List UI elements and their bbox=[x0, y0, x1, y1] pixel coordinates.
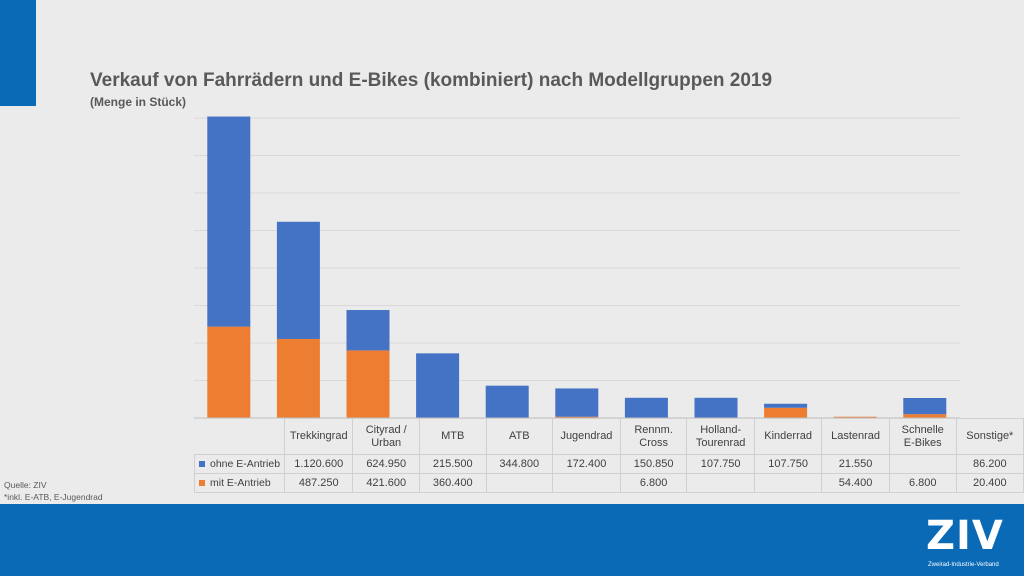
bar-mit-10 bbox=[903, 414, 947, 418]
category-label-line: E-Bikes bbox=[903, 436, 942, 449]
legend-label-mit: mit E-Antrieb bbox=[210, 477, 271, 489]
category-label-line: Kinderrad bbox=[764, 430, 812, 442]
value-ohne: 21.550 bbox=[821, 454, 890, 474]
value-mit: 6.800 bbox=[888, 473, 957, 493]
bar-ohne-4 bbox=[485, 385, 529, 418]
category-label-line: Tourenrad bbox=[695, 436, 746, 449]
bar-mit-1 bbox=[276, 338, 320, 418]
value-mit bbox=[686, 473, 755, 493]
category-label-line: ATB bbox=[508, 430, 530, 442]
table-corner bbox=[194, 418, 286, 455]
category-label-line: Rennm. bbox=[634, 423, 673, 436]
bar-ohne-10 bbox=[903, 398, 947, 415]
category-label: Lastenrad bbox=[821, 418, 890, 455]
category-label-line: Jugendrad bbox=[560, 430, 613, 442]
category-label: Schnelle E-Bikes bbox=[888, 418, 957, 455]
legend-swatch-ohne bbox=[199, 461, 205, 468]
value-ohne: 107.750 bbox=[753, 454, 823, 474]
legend-swatch-mit bbox=[199, 480, 205, 487]
category-label-line: Holland- bbox=[700, 423, 742, 436]
category-label: Cityrad / Urban bbox=[352, 418, 420, 455]
category-row: Trekkingrad Cityrad / Urban MTB ATB Jugendrad… bbox=[194, 418, 1024, 455]
series-row-ohne: ohne E-Antrieb 1.120.600 624.950 215.500 34… bbox=[193, 454, 1024, 474]
bar-ohne-8 bbox=[764, 403, 808, 408]
value-mit: 487.250 bbox=[284, 473, 354, 493]
legend-ohne: ohne E-Antrieb bbox=[193, 454, 286, 474]
source-note: Quelle: ZIV bbox=[4, 480, 47, 490]
corner-accent bbox=[0, 0, 36, 106]
category-label: ATB bbox=[485, 418, 554, 455]
category-label-line: Sonstige* bbox=[966, 430, 1014, 442]
value-mit: 54.400 bbox=[821, 473, 890, 493]
value-mit bbox=[753, 473, 823, 493]
category-label: Sonstige* bbox=[955, 418, 1024, 455]
data-table: Trekkingrad Cityrad / Urban MTB ATB Jugendrad… bbox=[193, 418, 1024, 493]
value-ohne: 86.200 bbox=[955, 454, 1024, 474]
bar-ohne-0 bbox=[207, 116, 251, 327]
chart-subtitle: (Menge in Stück) bbox=[90, 95, 187, 109]
bar-ohne-1 bbox=[276, 221, 320, 339]
value-mit: 6.800 bbox=[619, 473, 688, 493]
value-ohne: 107.750 bbox=[686, 454, 755, 474]
legend-label-ohne: ohne E-Antrieb bbox=[210, 458, 281, 470]
legend-mit: mit E-Antrieb bbox=[193, 473, 286, 493]
bar-mit-0 bbox=[207, 326, 251, 418]
footnote: *inkl. E-ATB, E-Jugendrad bbox=[4, 492, 103, 502]
category-label-line: Cross bbox=[639, 436, 668, 449]
bar-mit-5 bbox=[555, 416, 599, 418]
category-label-line: Urban bbox=[371, 436, 402, 449]
value-ohne: 344.800 bbox=[485, 454, 554, 474]
value-mit bbox=[485, 473, 554, 493]
value-mit bbox=[552, 473, 621, 493]
category-label: Jugendrad bbox=[552, 418, 621, 455]
value-ohne: 1.120.600 bbox=[284, 454, 354, 474]
bar-ohne-6 bbox=[624, 397, 668, 418]
value-mit: 421.600 bbox=[352, 473, 420, 493]
ziv-logo-subtitle: Zweirad-Industrie-Verband bbox=[928, 562, 999, 568]
bar-ohne-7 bbox=[694, 397, 738, 418]
category-label-line: Trekkingrad bbox=[289, 430, 348, 442]
category-label-line: Lastenrad bbox=[831, 430, 881, 442]
bar-mit-9 bbox=[833, 416, 877, 418]
ziv-logo: ZIV bbox=[926, 513, 1004, 559]
category-label: Holland- Tourenrad bbox=[686, 418, 755, 455]
category-label: Kinderrad bbox=[753, 418, 823, 455]
bar-ohne-3 bbox=[416, 353, 460, 418]
bar-mit-8 bbox=[764, 407, 808, 418]
footer-bar bbox=[0, 504, 1024, 576]
bar-mit-2 bbox=[346, 350, 390, 418]
category-label-line: Cityrad / bbox=[365, 423, 407, 436]
value-ohne: 624.950 bbox=[352, 454, 420, 474]
value-ohne: 215.500 bbox=[418, 454, 487, 474]
bar-ohne-5 bbox=[555, 388, 599, 417]
value-ohne: 172.400 bbox=[552, 454, 621, 474]
category-label: Rennm. Cross bbox=[619, 418, 688, 455]
value-mit: 20.400 bbox=[955, 473, 1024, 493]
bar-ohne-2 bbox=[346, 310, 390, 351]
category-label: Trekkingrad bbox=[284, 418, 354, 455]
value-ohne: 150.850 bbox=[619, 454, 688, 474]
category-label: MTB bbox=[418, 418, 487, 455]
value-mit: 360.400 bbox=[418, 473, 487, 493]
series-row-mit: mit E-Antrieb 487.250 421.600 360.400 6.800… bbox=[193, 473, 1024, 493]
category-label-line: Schnelle bbox=[901, 423, 944, 436]
value-ohne bbox=[888, 454, 957, 474]
chart-title: Verkauf von Fahrrädern und E-Bikes (komb… bbox=[90, 70, 773, 91]
category-label-line: MTB bbox=[441, 430, 465, 442]
